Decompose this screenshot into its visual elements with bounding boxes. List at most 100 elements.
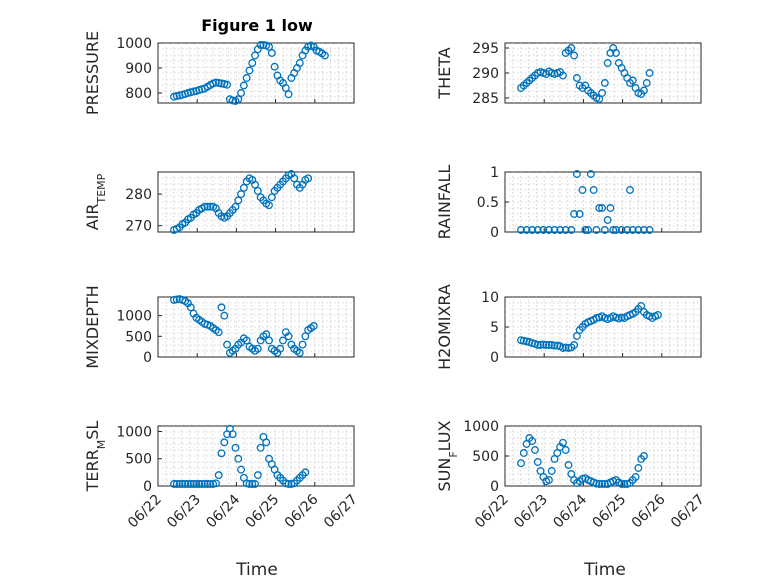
data-point [197, 480, 206, 488]
data-point [304, 174, 313, 183]
data-point [245, 66, 254, 75]
data-point [298, 340, 307, 349]
y-axis-label: PRESSURE [83, 31, 102, 115]
data-point [231, 443, 240, 452]
data-point [517, 459, 525, 468]
y-tick-label: 280 [125, 187, 152, 203]
data-point [239, 81, 248, 90]
data-point [184, 480, 192, 488]
y-tick-label: 900 [125, 61, 152, 77]
data-point [544, 476, 553, 484]
data-point [320, 51, 329, 60]
data-point [561, 446, 570, 454]
y-tick-label: 285 [472, 91, 499, 107]
data-point [186, 303, 195, 312]
y-axis-label: MIXDEPTH [83, 285, 102, 368]
data-point [211, 479, 220, 488]
y-tick-label: 5 [490, 320, 499, 336]
x-tick-label: 06/27 [668, 492, 708, 532]
data-point [600, 79, 609, 87]
subplot-theta: 285 290 295 THETA [435, 41, 702, 107]
data-point [584, 226, 593, 234]
data-point [265, 336, 273, 345]
subplot-pressure: 800 900 1000 PRESSURE [83, 31, 355, 115]
x-tick-label: 06/23 [511, 492, 551, 532]
data-point [279, 336, 287, 345]
y-tick-label: 800 [125, 86, 152, 102]
data-point [217, 449, 226, 458]
data-point [253, 344, 262, 353]
subplot-sun_flux: 0 500 1000 06/22 06/23 06/24 06/25 06/26 06/27 SU… [435, 419, 708, 531]
data-point [522, 226, 531, 234]
data-point [186, 480, 195, 488]
data-point [189, 87, 198, 96]
data-point [234, 95, 243, 104]
data-point [547, 467, 556, 475]
data-point [242, 74, 251, 82]
data-point [598, 89, 606, 97]
data-point [517, 226, 525, 234]
data-point [265, 42, 273, 51]
data-point [581, 226, 590, 234]
data-point [248, 59, 257, 67]
data-point [595, 204, 604, 212]
data-point [628, 76, 637, 85]
y-tick-label: 1000 [116, 309, 152, 325]
data-point [572, 74, 581, 82]
data-point [603, 59, 612, 67]
data-point [251, 480, 259, 488]
data-point [228, 430, 237, 439]
data-point [519, 449, 528, 457]
data-point [558, 71, 567, 80]
data-point [284, 90, 293, 99]
data-point [620, 480, 629, 488]
data-point [284, 332, 293, 341]
x-axis-label-right: Time [583, 560, 626, 580]
y-tick-label: 0 [490, 225, 499, 241]
data-point [251, 51, 259, 60]
data-point [640, 452, 648, 460]
data-point [653, 311, 662, 319]
data-point [550, 226, 559, 234]
data-point [295, 59, 304, 67]
data-point [634, 226, 643, 234]
data-point [533, 341, 542, 349]
data-point [572, 170, 581, 178]
data-point [211, 78, 220, 87]
data-point [617, 226, 626, 234]
data-point [192, 480, 201, 488]
data-point [170, 295, 178, 304]
y-tick-label: 500 [125, 329, 152, 345]
data-point [265, 201, 273, 210]
y-tick-label: 290 [472, 66, 499, 82]
data-point [301, 468, 310, 477]
data-point [262, 330, 271, 339]
y-tick-label: 500 [472, 449, 499, 465]
x-tick-label: 06/25 [243, 492, 283, 532]
data-point [595, 480, 604, 488]
y-axis-label: H2OMIXRA [435, 284, 454, 370]
data-point [214, 471, 223, 480]
data-point [642, 79, 651, 87]
data-point [309, 322, 318, 330]
data-point [253, 471, 262, 480]
data-point [251, 180, 259, 189]
data-point [578, 186, 587, 194]
data-point [564, 461, 573, 469]
data-point [628, 226, 637, 234]
data-point [178, 480, 187, 488]
data-point [539, 226, 548, 234]
subplot-rainfall: 0 0.5 1 RAINFALL [435, 165, 702, 241]
data-point [253, 186, 262, 195]
data-point [645, 69, 654, 77]
data-point [528, 437, 537, 445]
data-point [228, 96, 237, 105]
data-point [301, 332, 310, 341]
data-point [206, 202, 215, 211]
data-point [248, 480, 257, 488]
data-point [603, 216, 612, 224]
y-tick-label: 500 [125, 452, 152, 468]
y-axis-label: SUNFLUX [435, 420, 460, 491]
